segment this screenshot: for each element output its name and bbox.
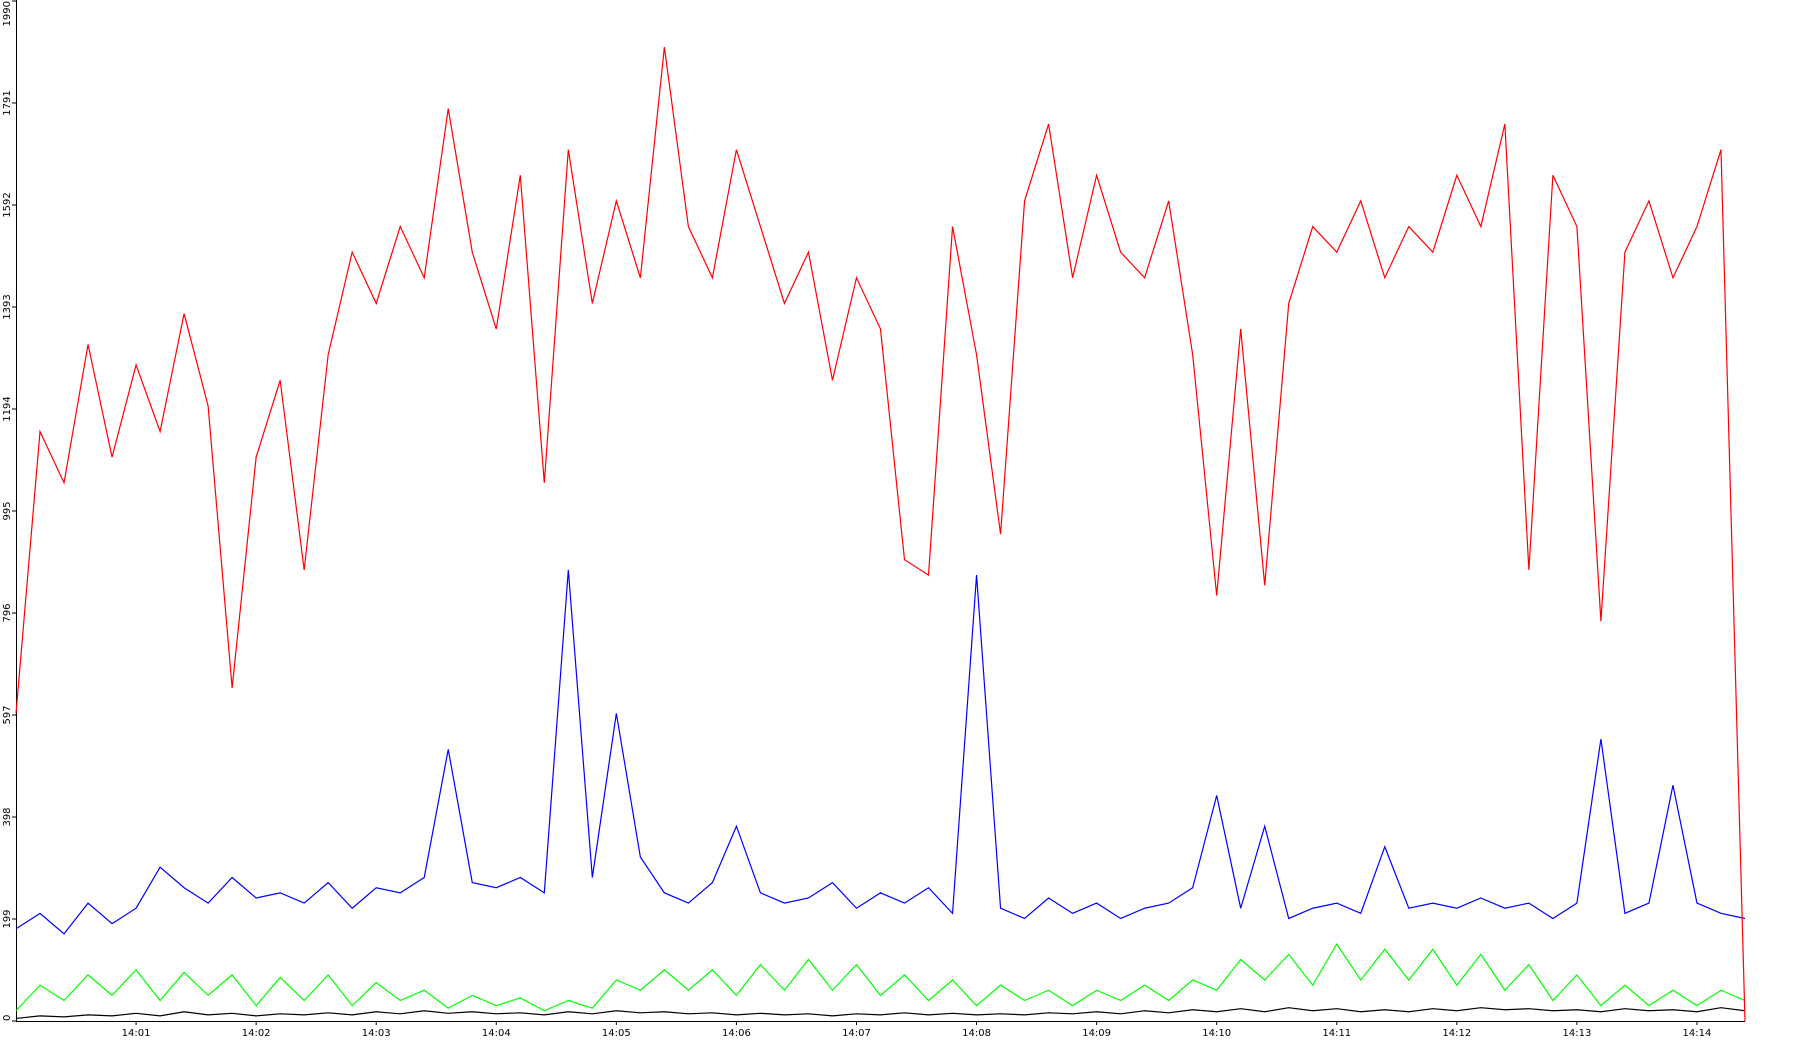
x-tick-label: 14:06 <box>722 1028 751 1039</box>
x-tick-label: 14:08 <box>962 1028 991 1039</box>
x-tick-label: 14:07 <box>842 1028 871 1039</box>
series-line <box>15 569 1746 935</box>
x-tick-label: 14:13 <box>1562 1028 1591 1039</box>
x-tick-label: 14:10 <box>1202 1028 1231 1039</box>
y-tick-label: 0 <box>2 1015 13 1021</box>
y-tick-label: 199 <box>2 909 13 928</box>
x-tick-label: 14:05 <box>602 1028 631 1039</box>
y-tick-label: 796 <box>2 603 13 622</box>
y-tick-label: 1791 <box>2 90 13 115</box>
x-tick-label: 14:14 <box>1683 1028 1712 1039</box>
y-tick-label: 995 <box>2 501 13 520</box>
x-tick-label: 14:03 <box>362 1028 391 1039</box>
series-line <box>15 1007 1746 1020</box>
y-tick-label: 597 <box>2 705 13 724</box>
x-tick-label: 14:12 <box>1442 1028 1471 1039</box>
y-tick-label: 1990 <box>2 1 13 26</box>
series-line <box>15 942 1746 1012</box>
series-line <box>15 47 1746 1022</box>
y-tick-label: 1194 <box>2 396 13 421</box>
x-tick-label: 14:04 <box>482 1028 511 1039</box>
y-tick-label: 1393 <box>2 294 13 319</box>
x-tick-label: 14:09 <box>1082 1028 1111 1039</box>
y-tick-label: 398 <box>2 807 13 826</box>
x-tick-label: 14:01 <box>122 1028 151 1039</box>
x-tick-label: 14:02 <box>242 1028 271 1039</box>
x-tick-label: 14:11 <box>1322 1028 1351 1039</box>
y-tick-label: 1592 <box>2 192 13 217</box>
